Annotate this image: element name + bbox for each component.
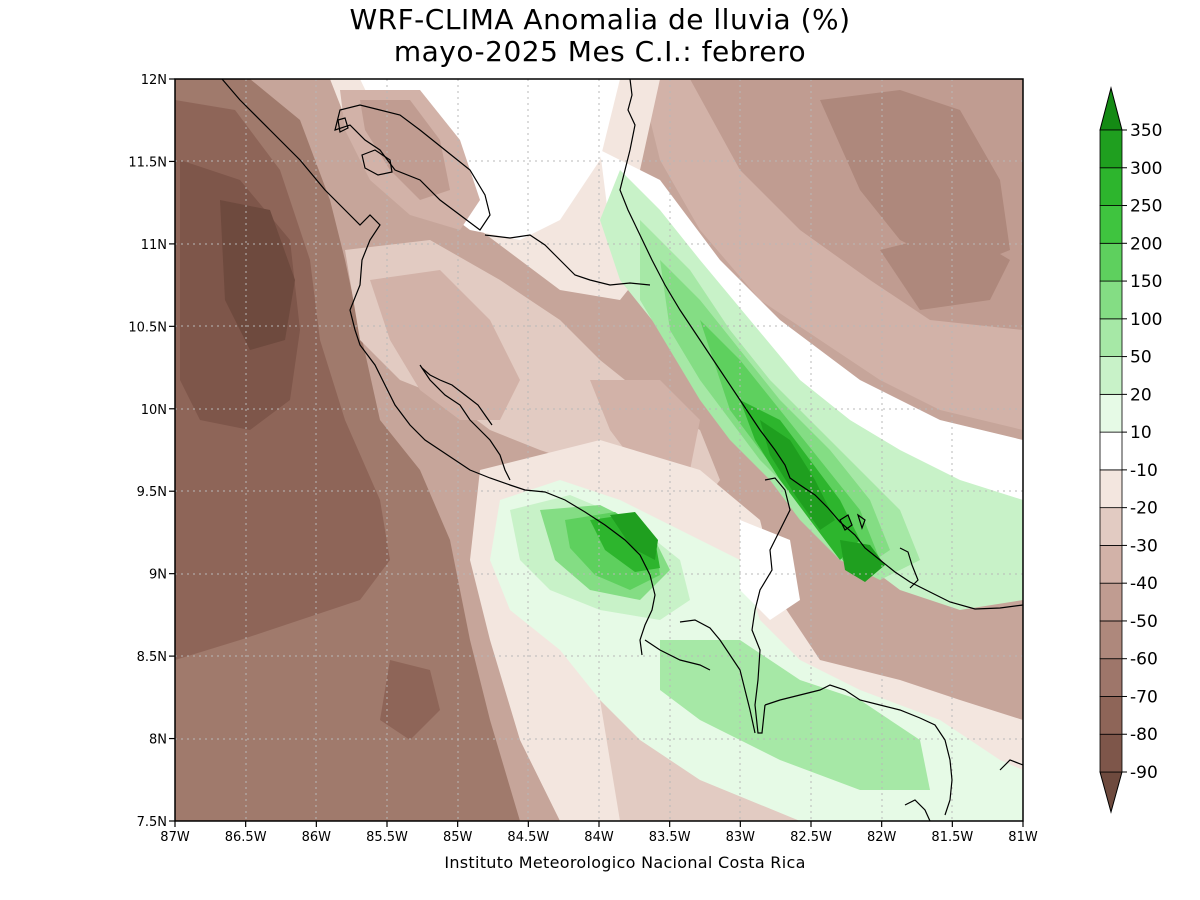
lon-tick-label: 81.5W <box>931 830 973 845</box>
colorbar-box <box>1099 507 1123 546</box>
lon-tick-label: 82.5W <box>790 830 832 845</box>
lon-tick-label: 86W <box>302 830 332 845</box>
colorbar-box <box>1099 242 1123 282</box>
colorbar-box <box>1099 469 1123 509</box>
lon-tick-label: 86.5W <box>225 830 267 845</box>
colorbar-label: 50 <box>1130 348 1152 368</box>
colorbar-box <box>1099 393 1123 433</box>
lon-tick-label: 84W <box>584 830 614 845</box>
lon-tick-label: 83W <box>726 830 756 845</box>
lon-tick-label: 84.5W <box>507 830 549 845</box>
lat-tick-label: 8.5N <box>137 650 167 665</box>
colorbar-label: -20 <box>1130 499 1158 519</box>
lat-tick-label: 10N <box>141 403 167 418</box>
map-title-line1: WRF-CLIMA Anomalia de lluvia (%) <box>349 3 851 36</box>
colorbar-label: 100 <box>1130 310 1162 330</box>
colorbar-label: -30 <box>1130 536 1158 556</box>
lat-tick-label: 8N <box>149 733 167 748</box>
colorbar-box <box>1099 733 1123 773</box>
colorbar-box <box>1099 129 1123 169</box>
colorbar-label: -70 <box>1130 687 1158 707</box>
latitude-axis: 12N 11.5N 11N 10.5N 10N 9.5N 9N 8.5N 8N 7.5N <box>128 73 175 830</box>
colorbar-label: -10 <box>1130 461 1158 481</box>
colorbar-box <box>1099 620 1123 660</box>
lat-tick-label: 7.5N <box>137 815 167 830</box>
colorbar-box <box>1099 318 1123 357</box>
gridlines <box>175 79 1023 821</box>
lat-tick-label: 9.5N <box>137 485 167 500</box>
colorbar-label: 10 <box>1130 423 1152 443</box>
colorbar-label: 200 <box>1130 234 1162 254</box>
lat-tick-label: 10.5N <box>128 320 167 335</box>
colorbar-label: -50 <box>1130 612 1158 632</box>
colorbar-top-arrow <box>1099 86 1123 131</box>
colorbar: -90 -80 -70 -60 -50 -40 -30 -20 -10 10 20 50 100 150 2… <box>1099 86 1162 814</box>
lon-tick-label: 87W <box>160 830 190 845</box>
credit-text: Instituto Meteorologico Nacional Costa R… <box>444 853 806 872</box>
lon-tick-label: 82W <box>867 830 897 845</box>
colorbar-box <box>1099 658 1123 697</box>
lat-tick-label: 11N <box>141 238 167 253</box>
colorbar-label: -40 <box>1130 574 1158 594</box>
map-title-line2: mayo-2025 Mes C.I.: febrero <box>393 35 807 68</box>
lat-tick-label: 12N <box>141 73 167 88</box>
colorbar-box <box>1099 205 1123 244</box>
lon-tick-label: 83.5W <box>649 830 691 845</box>
lon-tick-label: 81W <box>1008 830 1038 845</box>
lon-tick-label: 85W <box>443 830 473 845</box>
colorbar-label: -80 <box>1130 725 1158 745</box>
colorbar-box <box>1099 582 1123 622</box>
coastlines <box>221 79 1023 821</box>
colorbar-label: 350 <box>1130 121 1162 141</box>
colorbar-box <box>1099 545 1123 584</box>
lon-tick-label: 85.5W <box>366 830 408 845</box>
colorbar-label: 300 <box>1130 159 1162 179</box>
longitude-axis: 87W 86.5W 86W 85.5W 85W 84.5W 84W 83.5W 83W 82.5W… <box>160 821 1038 845</box>
colorbar-box <box>1099 280 1123 320</box>
colorbar-label: -60 <box>1130 650 1158 670</box>
colorbar-label: 20 <box>1130 385 1152 405</box>
lat-tick-label: 11.5N <box>128 155 167 170</box>
colorbar-label: 150 <box>1130 272 1162 292</box>
colorbar-box <box>1099 696 1123 735</box>
colorbar-bottom-arrow <box>1099 771 1123 814</box>
lat-tick-label: 9N <box>149 568 167 583</box>
colorbar-label: -90 <box>1130 763 1158 783</box>
colorbar-label: 250 <box>1130 197 1162 217</box>
anomaly-field <box>175 79 1023 821</box>
colorbar-box <box>1099 167 1123 206</box>
colorbar-box <box>1099 356 1123 395</box>
colorbar-box <box>1099 431 1123 471</box>
